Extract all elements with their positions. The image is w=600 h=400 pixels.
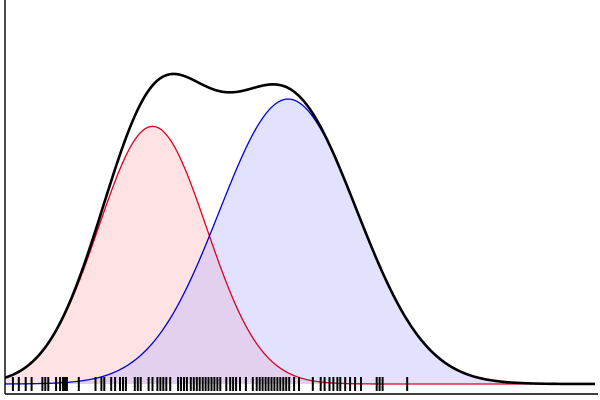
rug-marks <box>11 377 409 391</box>
component-1-area <box>5 126 595 384</box>
mixture-curve <box>4 72 596 386</box>
component-areas <box>5 99 595 384</box>
component-2-area <box>5 99 595 384</box>
